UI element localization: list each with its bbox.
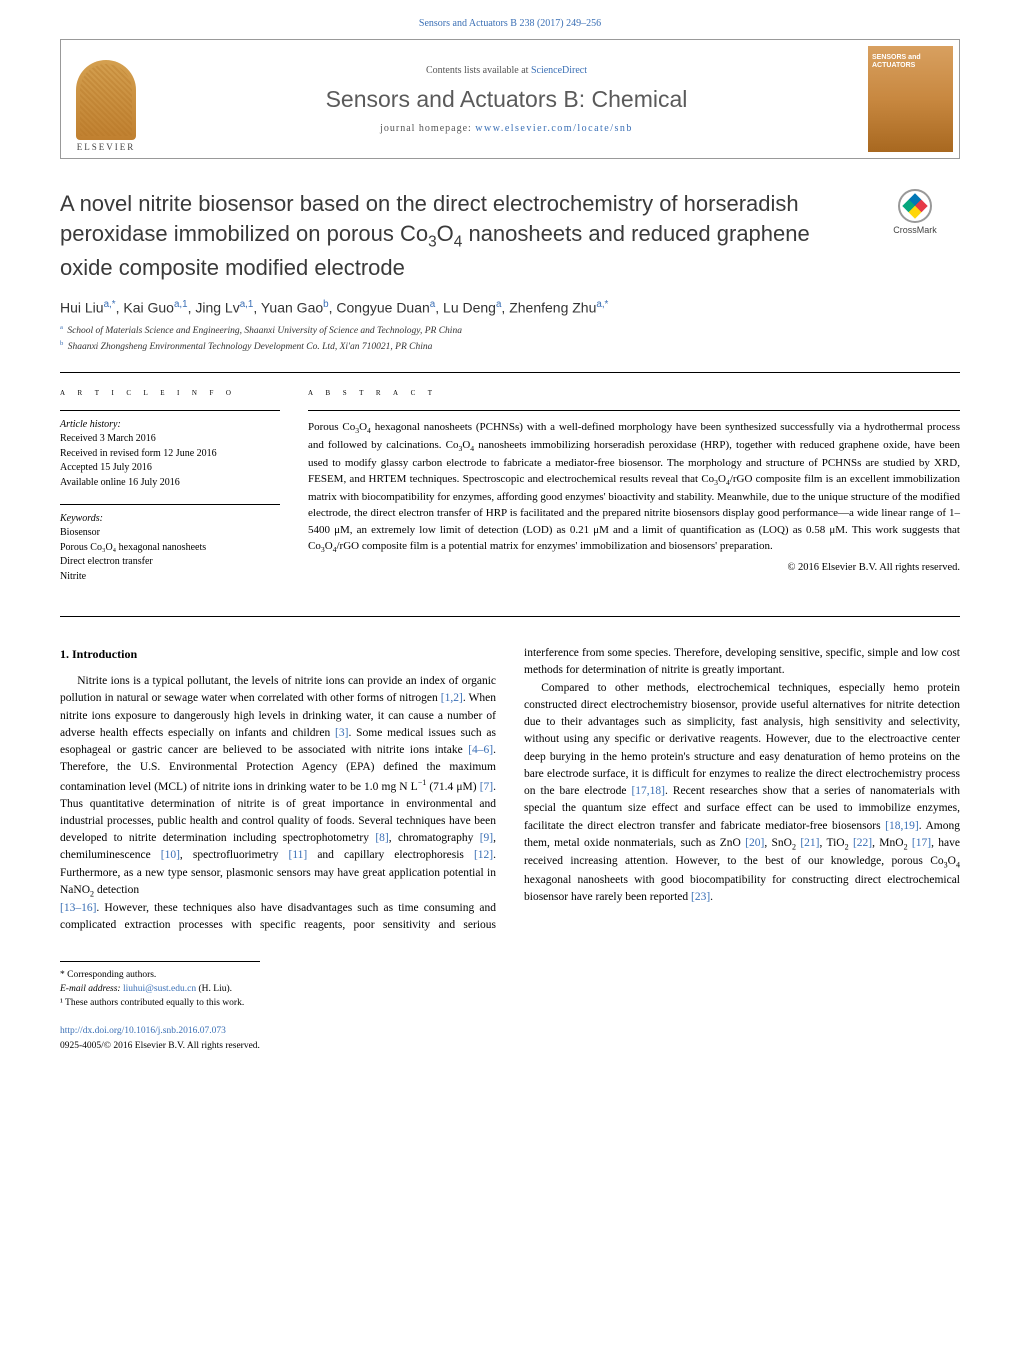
page-footer: http://dx.doi.org/10.1016/j.snb.2016.07.…: [60, 1024, 960, 1053]
publisher-name: ELSEVIER: [76, 142, 136, 152]
abstract-copyright: © 2016 Elsevier B.V. All rights reserved…: [308, 562, 960, 573]
journal-title: Sensors and Actuators B: Chemical: [326, 86, 688, 113]
keyword: Nitrite: [60, 570, 280, 585]
section-heading: 1. Introduction: [60, 645, 496, 663]
info-divider-2: [60, 504, 280, 505]
email-line: E-mail address: liuhui@sust.edu.cn (H. L…: [60, 982, 260, 996]
affiliation: b Shaanxi Zhongsheng Environmental Techn…: [60, 339, 960, 354]
article-title: A novel nitrite biosensor based on the d…: [60, 189, 960, 283]
keyword: Porous Co₃O₄ hexagonal nanosheets: [60, 541, 280, 556]
abstract-column: a b s t r a c t Porous Co3O4 hexagonal n…: [308, 387, 960, 598]
sciencedirect-link[interactable]: ScienceDirect: [531, 65, 587, 76]
contents-prefix: Contents lists available at: [426, 65, 531, 76]
body-paragraph-1: Nitrite ions is a typical pollutant, the…: [60, 673, 496, 900]
header-center: Contents lists available at ScienceDirec…: [151, 40, 862, 158]
body-paragraph-3: Compared to other methods, electrochemic…: [524, 680, 960, 906]
keyword: Biosensor: [60, 526, 280, 541]
keyword: Direct electron transfer: [60, 555, 280, 570]
email-label: E-mail address:: [60, 984, 123, 994]
cover-label-2: ACTUATORS: [868, 62, 915, 70]
abstract-text: Porous Co3O4 hexagonal nanosheets (PCHNS…: [308, 419, 960, 556]
abstract-label: a b s t r a c t: [308, 387, 960, 398]
homepage-prefix: journal homepage:: [380, 123, 475, 134]
homepage-link[interactable]: www.elsevier.com/locate/snb: [475, 123, 633, 134]
issn-copyright: 0925-4005/© 2016 Elsevier B.V. All right…: [60, 1041, 260, 1051]
history-line: Received in revised form 12 June 2016: [60, 447, 280, 462]
journal-cover-thumb: SENSORS and ACTUATORS: [868, 46, 953, 152]
section-title: Introduction: [72, 647, 137, 661]
elsevier-tree-icon: [76, 60, 136, 140]
history-heading: Article history:: [60, 419, 280, 430]
footnotes: * Corresponding authors. E-mail address:…: [60, 961, 260, 1011]
divider-bottom: [60, 616, 960, 617]
crossmark-icon: [898, 189, 932, 223]
corresponding-email[interactable]: liuhui@sust.edu.cn: [123, 984, 196, 994]
affiliation: a School of Materials Science and Engine…: [60, 323, 960, 338]
article-info-label: a r t i c l e i n f o: [60, 387, 280, 398]
article-info-column: a r t i c l e i n f o Article history: R…: [60, 387, 280, 598]
article-history-block: Article history: Received 3 March 2016Re…: [60, 419, 280, 490]
affiliation-list: a School of Materials Science and Engine…: [60, 323, 960, 354]
keywords-heading: Keywords:: [60, 513, 280, 524]
section-number: 1.: [60, 647, 69, 661]
crossmark-label: CrossMark: [870, 225, 960, 235]
homepage-line: journal homepage: www.elsevier.com/locat…: [380, 123, 633, 134]
contents-list-line: Contents lists available at ScienceDirec…: [426, 65, 587, 76]
journal-header: ELSEVIER Contents lists available at Sci…: [60, 39, 960, 159]
keywords-block: Keywords: BiosensorPorous Co₃O₄ hexagona…: [60, 513, 280, 584]
history-line: Available online 16 July 2016: [60, 476, 280, 491]
running-head-citation: Sensors and Actuators B 238 (2017) 249–2…: [0, 0, 1020, 39]
history-line: Accepted 15 July 2016: [60, 461, 280, 476]
article-body: 1. Introduction Nitrite ions is a typica…: [60, 645, 960, 935]
history-line: Received 3 March 2016: [60, 432, 280, 447]
doi-link[interactable]: http://dx.doi.org/10.1016/j.snb.2016.07.…: [60, 1026, 226, 1036]
corresponding-note: * Corresponding authors.: [60, 968, 260, 982]
cover-label-1: SENSORS and: [868, 54, 921, 62]
info-divider: [60, 410, 280, 411]
author-list: Hui Liua,*, Kai Guoa,1, Jing Lva,1, Yuan…: [60, 299, 960, 316]
email-name: (H. Liu).: [196, 984, 232, 994]
contribution-note: ¹ These authors contributed equally to t…: [60, 996, 260, 1010]
publisher-logo-block: ELSEVIER: [61, 40, 151, 158]
divider-top: [60, 372, 960, 373]
abstract-divider: [308, 410, 960, 411]
crossmark-badge[interactable]: CrossMark: [870, 189, 960, 235]
